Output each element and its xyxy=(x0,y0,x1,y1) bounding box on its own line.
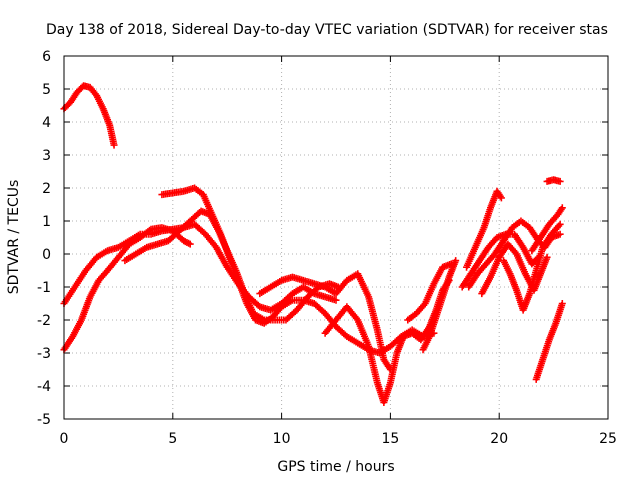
axis-ticks xyxy=(63,55,609,420)
y-tick-label: -3 xyxy=(37,346,51,362)
x-tick-label: 15 xyxy=(381,431,399,447)
data-point xyxy=(558,300,566,307)
x-tick-label: 25 xyxy=(599,431,617,447)
series-arc-3 xyxy=(60,220,340,314)
data-point xyxy=(556,230,564,238)
series-arc-9 xyxy=(419,257,460,354)
tick-labels: 0 5 10 15 20 25 -5 -4 -3 -2 -1 0 1 2 3 4 5 6 xyxy=(37,49,617,447)
series-arc-16 xyxy=(532,300,566,383)
data-points xyxy=(60,82,566,406)
data-point xyxy=(332,296,340,304)
grid-lines xyxy=(64,56,608,419)
series-arc-14 xyxy=(500,220,564,314)
x-tick-label: 0 xyxy=(60,431,69,447)
data-point xyxy=(186,240,194,248)
series-arc-1 xyxy=(60,82,118,149)
series-arc-17 xyxy=(543,176,564,185)
y-tick-label: 1 xyxy=(42,214,51,230)
y-tick-label: -4 xyxy=(37,379,51,395)
y-tick-label: -1 xyxy=(37,280,51,296)
y-tick-label: -5 xyxy=(37,412,51,428)
series-arc-5 xyxy=(121,207,342,324)
y-axis-label: SDTVAR / TECUs xyxy=(6,180,22,295)
y-tick-label: 0 xyxy=(42,247,51,263)
data-point xyxy=(543,253,551,261)
y-tick-label: -2 xyxy=(37,313,51,329)
series-arc-15 xyxy=(528,204,566,255)
y-tick-label: 6 xyxy=(42,49,51,65)
x-axis-label: GPS time / hours xyxy=(277,459,394,475)
series-arc-11 xyxy=(463,187,505,271)
y-tick-label: 4 xyxy=(42,115,51,131)
data-point xyxy=(110,141,118,149)
series-arc-8 xyxy=(404,260,455,324)
series-arc-7 xyxy=(321,276,453,406)
series-arc-10 xyxy=(458,230,542,291)
chart-title: Day 138 of 2018, Sidereal Day-to-day VTE… xyxy=(46,22,608,38)
y-tick-label: 2 xyxy=(42,181,51,197)
data-point xyxy=(558,204,566,212)
x-tick-label: 5 xyxy=(168,431,177,447)
data-point xyxy=(497,194,505,202)
plot-frame xyxy=(63,55,609,420)
data-point xyxy=(556,177,564,185)
data-point xyxy=(556,220,564,228)
x-tick-label: 10 xyxy=(273,431,291,447)
y-tick-label: 5 xyxy=(42,82,51,98)
series-arc-12 xyxy=(465,217,564,291)
data-point xyxy=(452,257,460,265)
series-arc-6 xyxy=(256,270,394,373)
x-tick-label: 20 xyxy=(490,431,508,447)
y-tick-label: 3 xyxy=(42,148,51,164)
